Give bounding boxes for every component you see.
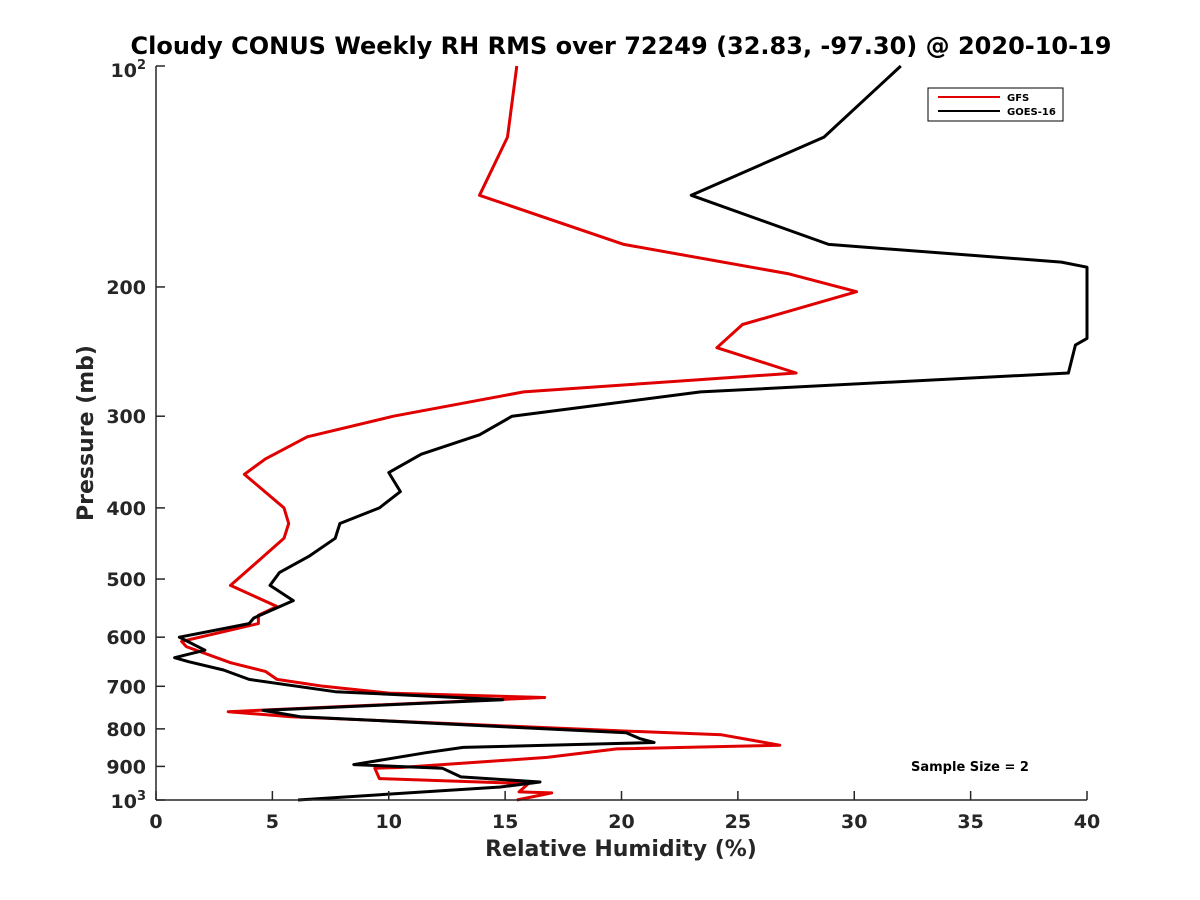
x-tick-label: 0 (149, 811, 162, 833)
series-layer (173, 64, 1089, 802)
legend-label-goes16: GOES-16 (1007, 107, 1056, 118)
series-line-gfs (180, 65, 859, 802)
x-axis-label: Relative Humidity (%) (485, 837, 757, 862)
y-tick-label: 500 (106, 569, 146, 591)
y-tick-label: 400 (106, 498, 146, 520)
x-tick-label: 35 (957, 811, 983, 833)
x-tick-label: 5 (266, 811, 279, 833)
y-tick-label: 700 (106, 676, 146, 698)
x-tick-label: 20 (608, 811, 634, 833)
y-tick-label: 900 (106, 756, 146, 778)
sample-size-annotation: Sample Size = 2 (911, 760, 1029, 775)
legend-label-gfs: GFS (1007, 93, 1029, 104)
x-tick-label: 40 (1074, 811, 1100, 833)
x-ticks: 0 5 10 15 20 25 30 35 40 (149, 791, 1100, 833)
x-tick-label: 15 (492, 811, 518, 833)
series-line-goes-16 (173, 64, 1089, 802)
plot-area: 0 5 10 15 20 25 30 35 40 10220030040050060070080… (106, 58, 1100, 833)
y-tick-label: 800 (106, 719, 146, 741)
x-tick-label: 25 (725, 811, 751, 833)
chart-title: Cloudy CONUS Weekly RH RMS over 72249 (3… (131, 32, 1112, 60)
y-axis-label: Pressure (mb) (74, 345, 99, 521)
legend-box (927, 87, 1064, 122)
y-tick-label: 300 (106, 406, 146, 428)
x-tick-label: 10 (376, 811, 402, 833)
x-tick-label: 30 (841, 811, 867, 833)
y-tick-label: 200 (106, 277, 146, 299)
legend: GFS GOES-16 (927, 87, 1064, 122)
y-tick-label: 600 (106, 627, 146, 649)
